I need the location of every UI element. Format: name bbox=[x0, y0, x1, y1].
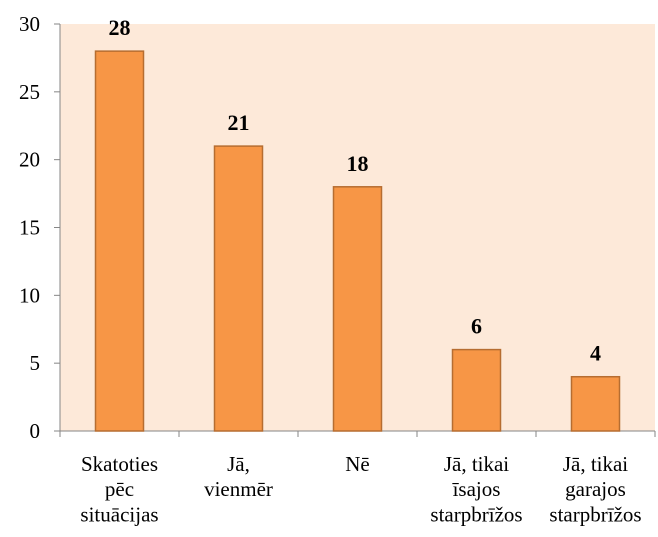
bar bbox=[570, 375, 621, 432]
value-label: 4 bbox=[590, 341, 601, 366]
y-tick-label: 15 bbox=[19, 216, 40, 240]
value-label: 6 bbox=[471, 314, 482, 339]
x-tick-label: Jā, tikai īsajos starpbrīžos bbox=[430, 452, 522, 526]
bar bbox=[213, 145, 264, 432]
y-tick-label: 10 bbox=[19, 283, 40, 307]
y-tick-label: 25 bbox=[19, 80, 40, 104]
bar bbox=[332, 186, 383, 432]
x-tick-label: Nē bbox=[345, 452, 370, 476]
value-label: 21 bbox=[228, 110, 250, 135]
x-tick-label: Skatoties pēc situācijas bbox=[80, 452, 158, 526]
y-tick-label: 5 bbox=[30, 351, 41, 375]
bar bbox=[94, 50, 145, 432]
x-tick-label: Jā, tikai garajos starpbrīžos bbox=[549, 452, 641, 526]
y-tick-label: 20 bbox=[19, 148, 40, 172]
value-label: 18 bbox=[347, 151, 369, 176]
y-tick-label: 0 bbox=[30, 419, 41, 443]
value-label: 28 bbox=[109, 15, 131, 40]
bar bbox=[451, 348, 502, 432]
y-tick-label: 30 bbox=[19, 12, 40, 36]
x-tick-label: Jā, vienmēr bbox=[204, 452, 273, 501]
